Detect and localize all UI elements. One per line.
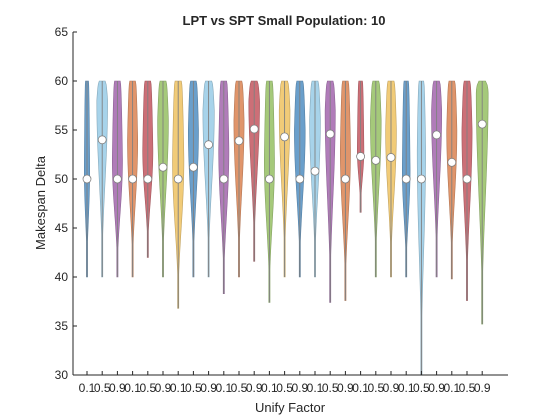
x-tick-label: 0.9 <box>155 381 172 395</box>
y-tick-label: 30 <box>55 368 69 382</box>
x-axis-label: Unify Factor <box>255 400 326 415</box>
chart-title: LPT vs SPT Small Population: 10 <box>183 13 386 28</box>
median-marker <box>325 129 335 139</box>
x-tick-label: 0.9 <box>246 381 263 395</box>
median-marker <box>416 174 426 184</box>
x-tick-label: 0.5 <box>185 381 202 395</box>
median-marker <box>447 157 457 167</box>
x-tick-label: 0.9 <box>200 381 217 395</box>
x-tick-label: 0.5 <box>231 381 248 395</box>
x-tick-label: 0.5 <box>94 381 111 395</box>
median-marker <box>295 174 305 184</box>
axes <box>72 32 508 376</box>
median-marker <box>97 135 107 145</box>
median-marker <box>188 162 198 172</box>
x-tick-label: 0.1 <box>398 381 415 395</box>
median-marker <box>173 174 183 184</box>
x-tick-label: 0.5 <box>322 381 339 395</box>
median-marker <box>280 132 290 142</box>
median-marker <box>82 174 92 184</box>
median-marker <box>310 166 320 176</box>
x-ticks: 0.10.50.90.10.50.90.10.50.90.10.50.90.10… <box>79 371 491 395</box>
median-marker <box>477 119 487 129</box>
y-tick-label: 35 <box>55 319 69 333</box>
x-tick-label: 0.1 <box>170 381 187 395</box>
x-tick-label: 0.9 <box>428 381 445 395</box>
x-tick-label: 0.9 <box>109 381 126 395</box>
x-tick-label: 0.5 <box>459 381 476 395</box>
median-marker <box>219 174 229 184</box>
median-marker <box>371 155 381 165</box>
median-marker <box>356 152 366 161</box>
violin-group <box>82 80 489 376</box>
y-tick-label: 40 <box>55 270 69 284</box>
median-marker <box>386 153 396 162</box>
x-tick-label: 0.5 <box>139 381 156 395</box>
median-marker <box>158 162 168 172</box>
median-marker <box>249 124 259 134</box>
x-tick-label: 0.5 <box>367 381 384 395</box>
y-tick-label: 60 <box>55 74 69 88</box>
x-tick-label: 0.1 <box>215 381 232 395</box>
x-tick-label: 0.9 <box>337 381 354 395</box>
x-tick-label: 0.1 <box>124 381 141 395</box>
x-tick-label: 0.1 <box>352 381 369 395</box>
x-tick-label: 0.9 <box>291 381 308 395</box>
y-axis-label: Makespan Delta <box>33 155 48 250</box>
x-tick-label: 0.9 <box>383 381 400 395</box>
y-tick-label: 55 <box>55 123 69 137</box>
x-tick-label: 0.5 <box>413 381 430 395</box>
y-tick-label: 50 <box>55 172 69 186</box>
x-tick-label: 0.1 <box>443 381 460 395</box>
x-tick-label: 0.1 <box>79 381 96 395</box>
median-marker <box>264 174 274 184</box>
median-marker <box>143 174 153 184</box>
y-tick-label: 45 <box>55 221 69 235</box>
median-marker <box>401 174 411 184</box>
median-marker <box>234 136 244 146</box>
y-ticks: 30 35 40 45 50 55 60 65 <box>55 25 77 382</box>
x-tick-label: 0.1 <box>261 381 278 395</box>
x-tick-label: 0.1 <box>307 381 324 395</box>
median-marker <box>113 174 122 184</box>
median-marker <box>204 140 214 150</box>
x-tick-label: 0.5 <box>276 381 293 395</box>
x-tick-label: 0.9 <box>474 381 491 395</box>
median-marker <box>340 174 350 184</box>
median-marker <box>432 130 442 140</box>
y-tick-label: 65 <box>55 25 69 39</box>
median-marker <box>128 174 138 184</box>
median-marker <box>462 174 472 184</box>
